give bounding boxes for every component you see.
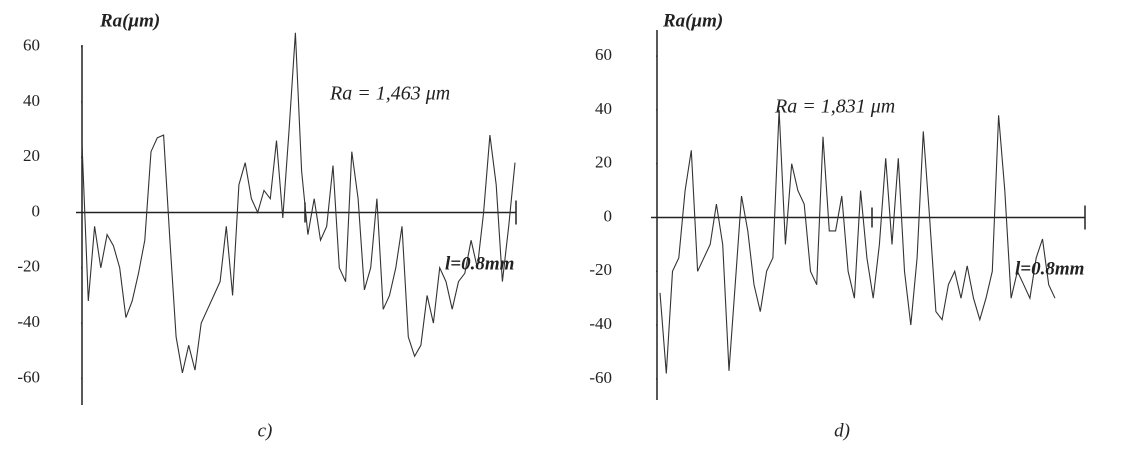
y-tick-label: 20 [595,153,612,172]
y-tick-label: 40 [595,99,612,118]
caption: c) [258,420,273,441]
profile-line [81,32,516,374]
y-axis-label: Ra(μm) [99,10,160,31]
length-label: l=0.8mm [1015,258,1084,279]
y-tick-label: 0 [604,206,613,225]
length-label: l=0.8mm [445,253,514,274]
y-tick-label: 20 [23,146,40,165]
y-tick-label: -60 [17,367,40,386]
annotation: Ra = 1,463 μm [329,83,450,105]
annotation: Ra = 1,831 μm [774,96,895,118]
y-tick-label: 60 [23,35,40,54]
profile-line [659,109,1056,374]
y-tick-label: 40 [23,91,40,110]
y-tick-label: -20 [589,260,612,279]
y-tick-label: -60 [589,368,612,387]
y-axis-label: Ra(μm) [662,10,723,31]
y-tick-label: -20 [17,257,40,276]
y-tick-label: -40 [589,314,612,333]
y-tick-label: 0 [32,201,41,220]
caption: d) [834,420,850,441]
y-tick-label: -40 [17,312,40,331]
y-tick-label: 60 [595,45,612,64]
